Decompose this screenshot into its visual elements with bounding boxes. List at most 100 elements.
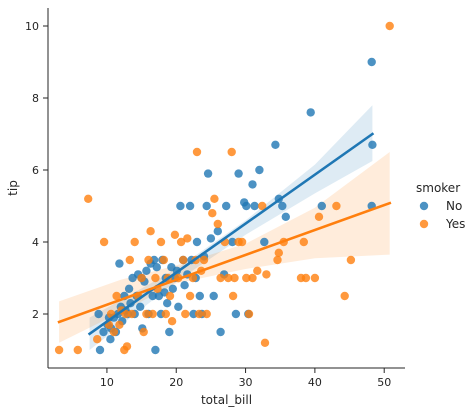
data-point-yes (176, 237, 186, 247)
data-point-yes (262, 270, 271, 279)
data-point-no (271, 140, 280, 149)
data-point-no (278, 201, 287, 211)
data-point-no (368, 140, 377, 149)
data-point-yes (99, 237, 109, 247)
legend-marker-yes (419, 219, 429, 229)
data-point-yes (332, 201, 341, 211)
legend-title: smoker (416, 181, 460, 195)
legend: smoker No Yes (416, 181, 465, 231)
data-point-yes (244, 309, 254, 319)
data-point-no (216, 327, 225, 337)
data-point-no (317, 201, 326, 211)
x-tick-label: 30 (239, 376, 253, 389)
data-point-no (142, 266, 151, 275)
y-tick-label: 2 (32, 308, 39, 321)
data-point-no (228, 237, 237, 247)
data-point-no (250, 201, 259, 211)
data-point-yes (248, 273, 257, 283)
data-point-yes (301, 273, 311, 283)
data-point-no (281, 212, 290, 221)
data-point-no (306, 108, 315, 117)
data-point-yes (227, 147, 236, 157)
data-point-no (174, 302, 183, 311)
data-point-no (255, 165, 264, 175)
data-point-yes (273, 255, 282, 265)
data-point-yes (146, 227, 155, 236)
plot-area (54, 21, 394, 355)
data-point-yes (340, 291, 349, 301)
data-point-no (209, 291, 218, 301)
data-point-yes (84, 194, 93, 203)
data-point-no (213, 227, 222, 236)
data-point-no (151, 345, 160, 355)
data-point-no (115, 259, 124, 268)
data-point-yes (109, 327, 119, 337)
data-point-yes (144, 255, 153, 265)
data-point-yes (139, 327, 148, 337)
data-point-yes (115, 320, 124, 329)
data-point-no (242, 201, 251, 211)
data-point-yes (310, 273, 320, 283)
data-point-yes (274, 248, 283, 257)
data-point-yes (137, 273, 146, 283)
data-point-no (124, 284, 134, 293)
data-point-yes (181, 309, 190, 319)
data-point-yes (194, 309, 204, 319)
data-point-no (165, 327, 174, 337)
data-point-yes (258, 201, 267, 211)
data-point-yes (385, 21, 394, 31)
data-point-yes (54, 345, 64, 355)
y-tick-label: 8 (32, 92, 39, 105)
data-point-yes (213, 219, 222, 229)
data-point-yes (314, 212, 324, 221)
data-point-no (260, 237, 269, 247)
regression-line-no (87, 132, 375, 336)
data-point-no (185, 201, 195, 211)
data-point-no (222, 201, 231, 211)
data-point-yes (242, 273, 251, 283)
data-point-yes (93, 335, 102, 344)
data-point-yes (170, 230, 180, 239)
data-point-no (231, 309, 241, 319)
data-point-yes (73, 345, 83, 355)
data-point-yes (179, 255, 188, 265)
data-point-yes (216, 273, 225, 283)
y-axis-label: tip (6, 180, 20, 196)
data-point-no (203, 169, 213, 178)
regression-line-yes (57, 201, 392, 324)
data-point-no (106, 335, 115, 344)
legend-label-no: No (446, 199, 462, 213)
data-point-yes (127, 309, 137, 319)
data-point-yes (202, 309, 211, 319)
legend-label-yes: Yes (445, 217, 465, 231)
data-point-no (99, 327, 108, 337)
data-point-yes (299, 237, 308, 247)
x-tick-label: 20 (169, 376, 183, 389)
data-point-no (148, 291, 157, 301)
data-point-yes (192, 147, 202, 157)
data-point-yes (224, 273, 233, 283)
data-point-no (234, 169, 243, 178)
x-tick-label: 10 (100, 376, 114, 389)
data-point-yes (237, 237, 247, 247)
data-point-yes (112, 291, 121, 301)
data-point-yes (199, 255, 209, 265)
axes: 10 20 30 40 50 2 4 6 8 10 (25, 8, 405, 389)
data-point-yes (125, 255, 134, 265)
data-point-yes (346, 255, 356, 265)
y-tick-label: 4 (32, 236, 39, 249)
data-point-yes (230, 273, 239, 283)
x-axis-label: total_bill (201, 393, 252, 407)
data-point-yes (208, 209, 217, 218)
data-point-yes (165, 291, 175, 301)
data-point-no (163, 299, 172, 308)
data-point-yes (121, 309, 130, 319)
data-point-no (206, 234, 216, 243)
data-point-yes (228, 291, 238, 301)
y-tick-label: 10 (25, 20, 39, 33)
data-point-yes (142, 309, 151, 319)
data-point-yes (156, 237, 166, 247)
data-point-yes (210, 194, 219, 203)
y-tick-label: 6 (32, 164, 39, 177)
